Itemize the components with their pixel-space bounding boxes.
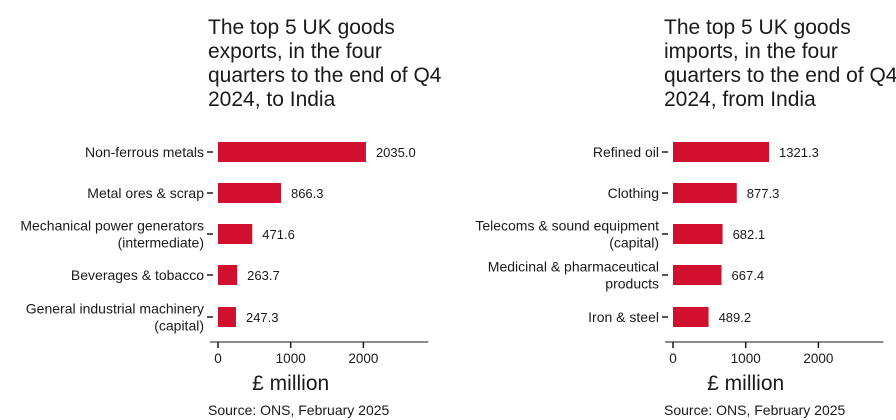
chart-panel-2: The top 5 UK goods imports, in the four qu… [475, 16, 896, 418]
category-label: Beverages & tobacco [71, 267, 204, 283]
data-label: 247.3 [246, 310, 279, 325]
chart-title-line: The top 5 UK goods [664, 16, 851, 39]
category-label: Medicinal & pharmaceutical products [488, 259, 659, 292]
bar [218, 307, 236, 327]
chart-title-line: 2024, from India [664, 88, 816, 111]
x-tick-label: 1000 [731, 351, 761, 366]
category-label-line: Medicinal & pharmaceutical [488, 259, 659, 275]
bar [673, 265, 722, 285]
chart-title-line: exports, in the four [208, 40, 382, 63]
chart-title-line: quarters to the end of Q4 [664, 64, 896, 87]
category-label-line: (capital) [154, 318, 204, 334]
bar [673, 183, 737, 203]
category-label: Non-ferrous metals [85, 144, 204, 160]
x-axis-label: £ million [252, 372, 329, 395]
data-label: 1321.3 [779, 145, 819, 160]
category-label-line: Clothing [608, 185, 659, 201]
x-tick-label: 1000 [276, 351, 306, 366]
category-label-line: Metal ores & scrap [87, 185, 204, 201]
data-label: 877.3 [747, 186, 780, 201]
data-label: 682.1 [733, 227, 766, 242]
bar [218, 265, 238, 285]
data-label: 2035.0 [376, 145, 416, 160]
bar [218, 224, 253, 244]
data-label: 263.7 [247, 268, 280, 283]
source-note: Source: ONS, February 2025 [664, 402, 846, 418]
category-label: Telecoms & sound equipment (capital) [475, 218, 659, 251]
x-axis-label: £ million [707, 372, 784, 395]
bar [673, 224, 723, 244]
category-label: General industrial machinery (capital) [26, 301, 204, 334]
chart-title-line: 2024, to India [208, 88, 336, 111]
category-label: Refined oil [593, 144, 659, 160]
chart-title: The top 5 UK goods exports, in the four qu… [208, 16, 442, 111]
category-label-line: Non-ferrous metals [85, 144, 204, 160]
x-tick-label: 0 [214, 351, 222, 366]
x-tick-label: 0 [669, 351, 677, 366]
x-tick-label: 2000 [348, 351, 378, 366]
chart-title: The top 5 UK goods imports, in the four qu… [664, 16, 896, 111]
category-label-line: Telecoms & sound equipment [475, 218, 659, 234]
data-label: 667.4 [732, 268, 765, 283]
chart-title-line: imports, in the four [664, 40, 838, 63]
category-label: Iron & steel [588, 309, 659, 325]
chart-title-line: quarters to the end of Q4 [208, 64, 442, 87]
category-label-line: (capital) [609, 235, 659, 251]
category-label-line: Refined oil [593, 144, 659, 160]
category-label: Mechanical power generators (intermediate… [20, 218, 204, 251]
chart-panel-1: The top 5 UK goods exports, in the four qu… [20, 16, 441, 418]
category-label-line: Mechanical power generators [20, 218, 204, 234]
data-label: 471.6 [262, 227, 295, 242]
data-label: 866.3 [291, 186, 324, 201]
category-label-line: Beverages & tobacco [71, 267, 204, 283]
chart-title-line: The top 5 UK goods [208, 16, 395, 39]
data-label: 489.2 [719, 310, 752, 325]
category-label-line: (intermediate) [118, 235, 204, 251]
bar [218, 142, 366, 162]
x-tick-label: 2000 [803, 351, 833, 366]
category-label-line: General industrial machinery [26, 301, 204, 317]
category-label: Clothing [608, 185, 659, 201]
bar [673, 142, 770, 162]
category-label: Metal ores & scrap [87, 185, 204, 201]
category-label-line: products [605, 276, 659, 292]
bar [673, 307, 709, 327]
category-label-line: Iron & steel [588, 309, 659, 325]
source-note: Source: ONS, February 2025 [208, 402, 390, 418]
bar [218, 183, 281, 203]
